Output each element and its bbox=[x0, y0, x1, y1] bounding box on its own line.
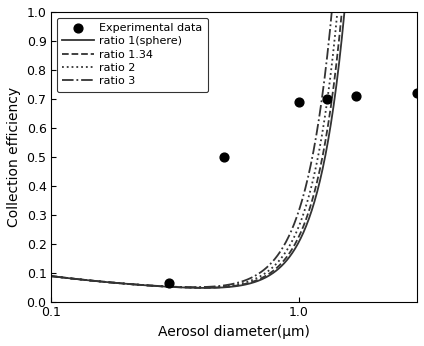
Experimental data bbox=[324, 96, 331, 102]
ratio 2 bbox=[93, 279, 98, 283]
ratio 1.34 bbox=[280, 260, 285, 264]
ratio 2 bbox=[196, 285, 201, 290]
ratio 3 bbox=[191, 285, 196, 289]
ratio 2 bbox=[315, 154, 321, 158]
Line: ratio 3: ratio 3 bbox=[51, 0, 417, 287]
ratio 3 bbox=[195, 285, 200, 289]
ratio 2 bbox=[168, 285, 173, 289]
ratio 3 bbox=[314, 134, 319, 138]
ratio 3 bbox=[280, 246, 285, 251]
Experimental data bbox=[166, 281, 173, 286]
ratio 3 bbox=[315, 122, 321, 127]
ratio 1.34 bbox=[168, 285, 173, 289]
ratio 1.34 bbox=[200, 286, 205, 290]
ratio 1.34 bbox=[49, 274, 54, 278]
ratio 1.34 bbox=[315, 175, 321, 180]
ratio 1(sphere) bbox=[280, 263, 285, 267]
ratio 3 bbox=[49, 274, 54, 278]
Line: ratio 1(sphere): ratio 1(sphere) bbox=[51, 0, 417, 288]
Experimental data bbox=[296, 99, 302, 104]
Experimental data bbox=[221, 154, 228, 160]
ratio 2 bbox=[314, 163, 319, 167]
Experimental data bbox=[353, 93, 360, 99]
Y-axis label: Collection efficiency: Collection efficiency bbox=[7, 87, 21, 227]
ratio 2 bbox=[49, 274, 54, 278]
ratio 1(sphere) bbox=[194, 286, 199, 290]
ratio 1(sphere) bbox=[93, 279, 98, 283]
ratio 1(sphere) bbox=[49, 274, 54, 278]
ratio 1(sphere) bbox=[314, 193, 319, 197]
ratio 3 bbox=[93, 279, 98, 283]
ratio 1.34 bbox=[93, 279, 98, 283]
ratio 1(sphere) bbox=[203, 286, 208, 290]
X-axis label: Aerosol diameter(μm): Aerosol diameter(μm) bbox=[158, 325, 310, 339]
ratio 1.34 bbox=[194, 286, 199, 290]
Legend: Experimental data, ratio 1(sphere), ratio 1.34, ratio 2, ratio 3: Experimental data, ratio 1(sphere), rati… bbox=[57, 18, 208, 92]
ratio 1(sphere) bbox=[168, 285, 173, 289]
Line: ratio 1.34: ratio 1.34 bbox=[51, 0, 417, 288]
ratio 1(sphere) bbox=[315, 186, 321, 190]
ratio 1.34 bbox=[314, 183, 319, 187]
ratio 3 bbox=[168, 284, 173, 289]
Experimental data bbox=[414, 90, 421, 96]
ratio 2 bbox=[194, 285, 199, 290]
Line: ratio 2: ratio 2 bbox=[51, 0, 417, 288]
ratio 2 bbox=[280, 255, 285, 259]
